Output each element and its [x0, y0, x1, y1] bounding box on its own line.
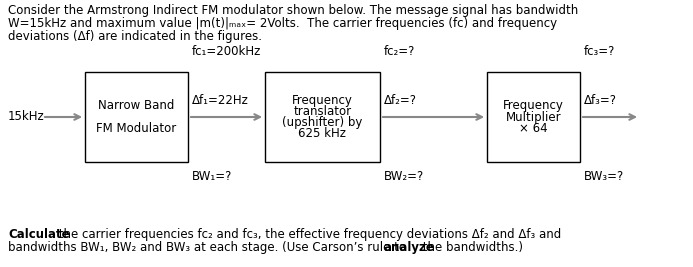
Text: 15kHz: 15kHz — [8, 111, 45, 124]
Text: FM Modulator: FM Modulator — [96, 122, 177, 135]
Text: Narrow Band: Narrow Band — [98, 99, 175, 112]
Text: W=15kHz and maximum value |m(t)|ₘₐₓ= 2Volts.  The carrier frequencies (fc) and f: W=15kHz and maximum value |m(t)|ₘₐₓ= 2Vo… — [8, 17, 557, 30]
Text: Multiplier: Multiplier — [506, 111, 561, 124]
Text: analyze: analyze — [383, 241, 434, 254]
Text: 625 kHz: 625 kHz — [299, 127, 346, 140]
Text: the carrier frequencies fc₂ and fc₃, the effective frequency deviations Δf₂ and : the carrier frequencies fc₂ and fc₃, the… — [55, 228, 561, 241]
Text: Δf₁=22Hz: Δf₁=22Hz — [192, 94, 249, 107]
Text: Δf₂=?: Δf₂=? — [384, 94, 417, 107]
Text: (upshifter) by: (upshifter) by — [282, 116, 362, 129]
Text: fc₂=?: fc₂=? — [384, 45, 415, 58]
Text: translator: translator — [293, 105, 351, 118]
Text: BW₁=?: BW₁=? — [192, 170, 232, 183]
Text: deviations (Δf) are indicated in the figures.: deviations (Δf) are indicated in the fig… — [8, 30, 262, 43]
Text: bandwidths BW₁, BW₂ and BW₃ at each stage. (Use Carson’s rule to: bandwidths BW₁, BW₂ and BW₃ at each stag… — [8, 241, 410, 254]
Text: Δf₃=?: Δf₃=? — [584, 94, 617, 107]
Text: the bandwidths.): the bandwidths.) — [419, 241, 523, 254]
Text: BW₃=?: BW₃=? — [584, 170, 624, 183]
Text: Consider the Armstrong Indirect FM modulator shown below. The message signal has: Consider the Armstrong Indirect FM modul… — [8, 4, 578, 17]
Text: fc₃=?: fc₃=? — [584, 45, 615, 58]
Text: Frequency: Frequency — [503, 100, 564, 112]
Text: Calculate: Calculate — [8, 228, 69, 241]
Text: fc₁=200kHz: fc₁=200kHz — [192, 45, 261, 58]
Bar — [85, 72, 188, 162]
Text: × 64: × 64 — [519, 121, 547, 135]
Bar — [265, 72, 380, 162]
Text: Frequency: Frequency — [292, 94, 353, 107]
Bar — [487, 72, 580, 162]
Text: BW₂=?: BW₂=? — [384, 170, 424, 183]
